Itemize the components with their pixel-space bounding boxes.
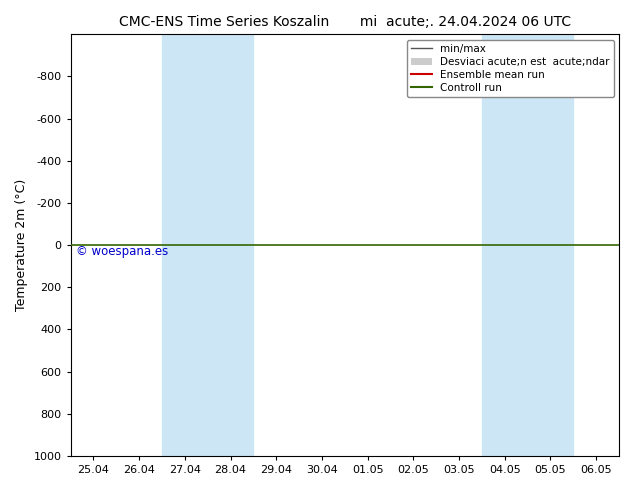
Y-axis label: Temperature 2m (°C): Temperature 2m (°C) (15, 179, 28, 311)
Bar (162, 34, 254, 456)
Title: CMC-ENS Time Series Koszalin       mi  acute;. 24.04.2024 06 UTC: CMC-ENS Time Series Koszalin mi acute;. … (119, 15, 571, 29)
Text: © woespana.es: © woespana.es (76, 245, 168, 258)
Legend: min/max, Desviaci acute;n est  acute;ndar, Ensemble mean run, Controll run: min/max, Desviaci acute;n est acute;ndar… (407, 40, 614, 97)
Bar (482, 34, 573, 456)
